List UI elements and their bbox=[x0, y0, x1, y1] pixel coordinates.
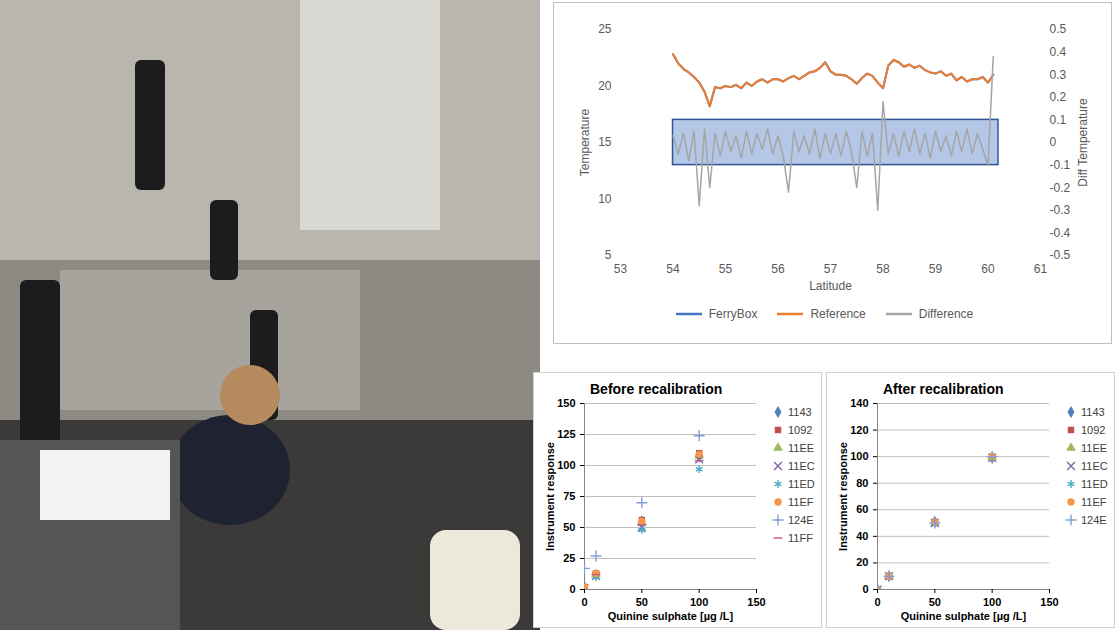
svg-text:40: 40 bbox=[856, 530, 868, 542]
svg-text:80: 80 bbox=[856, 477, 868, 489]
svg-text:-0.1: -0.1 bbox=[1050, 158, 1071, 172]
svg-text:50: 50 bbox=[563, 521, 575, 533]
svg-text:Instrument response: Instrument response bbox=[837, 442, 849, 551]
html-text:1143: 1143 bbox=[1081, 406, 1105, 418]
svg-text:15: 15 bbox=[598, 135, 612, 149]
html-text:11EF: 11EF bbox=[1081, 496, 1107, 508]
html-text:11EE: 11EE bbox=[1081, 442, 1108, 454]
svg-text:20: 20 bbox=[856, 556, 868, 568]
svg-text:53: 53 bbox=[614, 262, 628, 276]
svg-text:0: 0 bbox=[581, 596, 587, 608]
svg-text:0: 0 bbox=[1050, 135, 1057, 149]
html-text:124E: 124E bbox=[788, 514, 814, 526]
svg-text:0.2: 0.2 bbox=[1050, 90, 1067, 104]
svg-text:-0.5: -0.5 bbox=[1050, 248, 1071, 262]
html-text:1143: 1143 bbox=[788, 406, 812, 418]
html-text:Difference: Difference bbox=[918, 307, 974, 321]
html-text:11EC: 11EC bbox=[788, 460, 815, 472]
html-text:124E: 124E bbox=[1081, 514, 1107, 526]
html-text:Reference: Reference bbox=[810, 307, 866, 321]
html-text:11FF: 11FF bbox=[788, 532, 813, 544]
svg-text:0.5: 0.5 bbox=[1050, 22, 1067, 36]
html-text:FerryBox: FerryBox bbox=[708, 307, 758, 321]
svg-text:55: 55 bbox=[719, 262, 733, 276]
svg-text:56: 56 bbox=[771, 262, 785, 276]
svg-text:150: 150 bbox=[557, 397, 575, 409]
svg-text:20: 20 bbox=[598, 79, 612, 93]
svg-text:0.1: 0.1 bbox=[1050, 113, 1067, 127]
svg-text:Instrument response: Instrument response bbox=[544, 442, 556, 551]
svg-text:59: 59 bbox=[929, 262, 943, 276]
svg-text:50: 50 bbox=[929, 596, 941, 608]
svg-text:0: 0 bbox=[874, 596, 880, 608]
svg-text:60: 60 bbox=[856, 503, 868, 515]
svg-text:125: 125 bbox=[557, 428, 575, 440]
svg-text:25: 25 bbox=[598, 22, 612, 36]
html-text:11ED: 11ED bbox=[1081, 478, 1108, 490]
svg-text:100: 100 bbox=[983, 596, 1001, 608]
svg-text:Quinine sulphate [µg /L]: Quinine sulphate [µg /L] bbox=[608, 610, 734, 622]
html-text:11EC: 11EC bbox=[1081, 460, 1108, 472]
html-text:1092: 1092 bbox=[1081, 424, 1106, 436]
html-text:After recalibration: After recalibration bbox=[883, 381, 1004, 397]
svg-text:75: 75 bbox=[563, 490, 575, 502]
svg-text:61: 61 bbox=[1034, 262, 1048, 276]
svg-text:100: 100 bbox=[557, 459, 575, 471]
html-text:11ED: 11ED bbox=[788, 478, 815, 490]
svg-text:10: 10 bbox=[598, 192, 612, 206]
svg-text:Latitude: Latitude bbox=[809, 279, 852, 293]
svg-text:150: 150 bbox=[1040, 596, 1058, 608]
svg-text:-0.2: -0.2 bbox=[1050, 181, 1071, 195]
svg-text:Quinine sulphate [µg /L]: Quinine sulphate [µg /L] bbox=[901, 610, 1027, 622]
svg-text:-0.3: -0.3 bbox=[1050, 203, 1071, 217]
svg-text:50: 50 bbox=[636, 596, 648, 608]
html-text:1092: 1092 bbox=[788, 424, 813, 436]
svg-text:5: 5 bbox=[605, 248, 612, 262]
svg-text:Temperature: Temperature bbox=[578, 108, 592, 176]
svg-text:100: 100 bbox=[850, 450, 868, 462]
svg-text:57: 57 bbox=[824, 262, 838, 276]
svg-text:0: 0 bbox=[862, 583, 868, 595]
svg-text:54: 54 bbox=[666, 262, 680, 276]
svg-text:Diff Temperature: Diff Temperature bbox=[1076, 98, 1090, 187]
html-text:11EF: 11EF bbox=[788, 496, 814, 508]
svg-text:0: 0 bbox=[569, 583, 575, 595]
html-text:11EE: 11EE bbox=[788, 442, 815, 454]
svg-text:-0.4: -0.4 bbox=[1050, 226, 1071, 240]
svg-text:140: 140 bbox=[850, 397, 868, 409]
svg-text:150: 150 bbox=[747, 596, 765, 608]
svg-text:60: 60 bbox=[981, 262, 995, 276]
svg-text:120: 120 bbox=[850, 424, 868, 436]
svg-text:25: 25 bbox=[563, 552, 575, 564]
svg-text:0.3: 0.3 bbox=[1050, 68, 1067, 82]
html-text:Before recalibration: Before recalibration bbox=[590, 381, 723, 397]
svg-text:0.4: 0.4 bbox=[1050, 45, 1067, 59]
svg-text:58: 58 bbox=[876, 262, 890, 276]
svg-text:100: 100 bbox=[690, 596, 708, 608]
